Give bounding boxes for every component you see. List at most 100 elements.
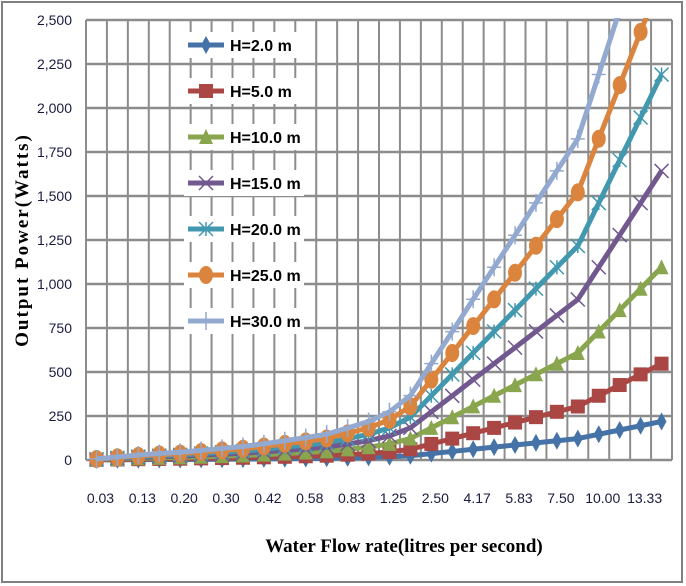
data-point <box>235 437 250 456</box>
data-point <box>528 366 543 382</box>
series-h30.0m <box>89 18 621 468</box>
y-tick-label: 1,000 <box>37 276 72 292</box>
data-point <box>570 129 585 148</box>
y-axis-label: Output Power(Watts) <box>12 133 33 347</box>
data-point <box>570 238 586 254</box>
data-point <box>402 420 418 436</box>
data-point <box>612 76 627 95</box>
data-point <box>528 193 543 212</box>
data-point <box>152 444 167 463</box>
y-tick-label: 750 <box>49 320 73 336</box>
legend-item: H=15.0 m <box>184 170 304 196</box>
data-point <box>656 412 667 431</box>
data-point <box>277 431 292 450</box>
data-point <box>593 425 604 444</box>
data-point <box>424 354 439 373</box>
data-point <box>633 367 648 382</box>
data-point <box>361 439 376 455</box>
data-point <box>215 439 230 458</box>
data-point <box>508 415 523 430</box>
data-point <box>447 442 458 461</box>
data-point <box>633 22 648 41</box>
legend-label: H=25.0 m <box>230 268 301 285</box>
data-point <box>507 302 523 318</box>
data-point <box>591 195 607 211</box>
x-tick-label: 7.50 <box>547 490 574 506</box>
legend-marker <box>198 221 214 237</box>
data-point <box>508 226 523 245</box>
legend-item: H=25.0 m <box>184 262 304 288</box>
data-point <box>487 290 502 309</box>
data-point <box>570 183 585 202</box>
data-point <box>549 355 564 371</box>
data-point <box>572 429 583 448</box>
data-point <box>635 416 646 435</box>
x-tick-label: 5.83 <box>505 490 532 506</box>
data-point <box>654 259 669 275</box>
x-tick-label: 0.20 <box>171 490 198 506</box>
data-point <box>466 317 481 336</box>
data-point <box>486 323 502 340</box>
data-point <box>465 345 481 361</box>
data-point <box>445 431 460 446</box>
data-point <box>465 372 481 388</box>
x-tick-label: 0.13 <box>129 490 156 506</box>
data-point <box>424 370 439 389</box>
data-point <box>319 425 334 444</box>
data-point <box>403 386 418 405</box>
data-point <box>319 443 334 459</box>
data-point <box>466 290 481 309</box>
legend-item: H=10.0 m <box>184 124 304 150</box>
data-point <box>507 340 523 356</box>
data-point <box>612 152 628 168</box>
data-point <box>445 322 460 341</box>
x-tick-label: 0.42 <box>254 490 281 506</box>
data-point <box>528 323 544 339</box>
data-point <box>487 387 502 403</box>
data-point <box>131 445 146 464</box>
data-point <box>549 210 564 229</box>
data-point <box>591 129 606 148</box>
data-point <box>633 280 648 296</box>
data-point <box>382 435 397 451</box>
series-line <box>96 18 620 462</box>
legend-label: H=10.0 m <box>230 130 301 147</box>
legend-marker <box>199 84 213 98</box>
y-tick-label: 2,250 <box>37 56 72 72</box>
legend-item: H=30.0 m <box>184 308 304 334</box>
data-point <box>528 410 543 425</box>
x-tick-label: 10.00 <box>585 490 620 506</box>
data-point <box>549 404 564 419</box>
data-point <box>570 291 586 308</box>
data-point <box>528 281 544 297</box>
data-point <box>570 344 585 360</box>
x-tick-label: 0.58 <box>296 490 323 506</box>
data-point <box>549 307 565 323</box>
data-point <box>382 402 397 421</box>
legend-marker <box>198 175 214 191</box>
data-point <box>614 421 625 440</box>
legend-item: H=2.0 m <box>184 32 304 58</box>
y-tick-label: 500 <box>49 364 73 380</box>
y-tick-label: 250 <box>49 408 73 424</box>
data-point <box>549 161 564 180</box>
legend-marker <box>199 129 213 144</box>
data-point <box>654 67 670 83</box>
x-tick-label: 1.25 <box>380 490 407 506</box>
x-tick-label: 2.50 <box>422 490 449 506</box>
data-point <box>508 377 523 393</box>
data-point <box>445 344 460 363</box>
y-tick-label: 0 <box>64 452 72 468</box>
data-point <box>89 449 104 468</box>
x-tick-label: 13.33 <box>627 490 662 506</box>
data-point <box>468 440 479 459</box>
y-tick-label: 2,000 <box>37 100 72 116</box>
data-point <box>591 388 606 403</box>
data-point <box>110 447 125 466</box>
legend-item: H=20.0 m <box>184 216 304 242</box>
legend-label: H=15.0 m <box>230 176 301 193</box>
data-point <box>173 443 188 462</box>
x-tick-label: 0.03 <box>87 490 114 506</box>
data-point <box>444 388 460 404</box>
